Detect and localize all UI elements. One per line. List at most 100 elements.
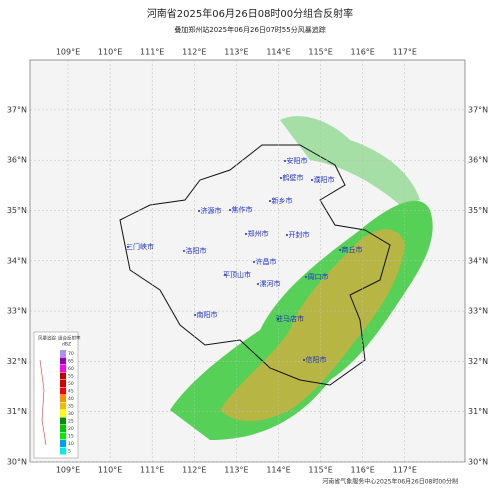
legend-swatch: [60, 447, 66, 455]
legend-label: 25: [68, 419, 74, 425]
legend-label: 70: [68, 351, 74, 357]
city-dot: [339, 249, 341, 251]
city-dot: [198, 210, 200, 212]
legend-label: 20: [68, 426, 74, 432]
lon-label: 112°E: [182, 48, 206, 57]
lon-label: 113°E: [224, 48, 248, 57]
legend-label: 45: [68, 389, 74, 395]
legend-title: 组合反射率: [58, 335, 81, 342]
city-label: 开封市: [289, 230, 310, 239]
city-dot: [257, 283, 259, 285]
lon-label: 117°E: [393, 48, 417, 57]
city-dot: [224, 274, 226, 276]
lat-label: 32°N: [468, 357, 488, 366]
city-dot: [284, 160, 286, 162]
city-dot: [229, 209, 231, 211]
legend-swatch: [60, 410, 66, 417]
legend-swatch: [60, 350, 66, 357]
city-label: 漯河市: [260, 279, 281, 288]
title: 河南省2025年06月26日08时00分组合反射率: [147, 7, 353, 20]
city-dot: [286, 234, 288, 236]
lat-label: 30°N: [7, 458, 27, 467]
lon-label: 111°E: [140, 466, 164, 475]
legend-label: 40: [68, 396, 74, 402]
legend-label: 55: [68, 374, 74, 380]
lon-label: 112°E: [182, 466, 206, 475]
legend-swatch: [60, 417, 66, 425]
lat-label: 35°N: [468, 206, 488, 215]
province-border: [119, 144, 391, 386]
city-dot: [194, 314, 196, 316]
city-label: 鹤壁市: [283, 173, 304, 182]
legend-label: 30: [68, 411, 74, 417]
city-label: 洛阳市: [186, 246, 207, 255]
legend-storm-title: 风暴追踪: [38, 335, 56, 342]
city-label: 商丘市: [342, 245, 363, 254]
city-dot: [277, 318, 279, 320]
lon-label: 110°E: [98, 466, 122, 475]
lon-label: 116°E: [351, 48, 375, 57]
city-label: 许昌市: [256, 257, 277, 266]
legend-swatch: [60, 402, 66, 410]
lon-label: 110°E: [98, 48, 122, 57]
city-dot: [280, 177, 282, 179]
legend-swatch: [60, 432, 66, 440]
lat-label: 34°N: [7, 256, 27, 265]
city-dot: [305, 276, 307, 278]
lon-label: 109°E: [56, 466, 80, 475]
city-label: 郑州市: [248, 229, 269, 238]
lon-label: 114°E: [266, 48, 290, 57]
city-label: 平顶山市: [223, 270, 251, 279]
subtitle: 叠加郑州站2025年06月26日07时55分风暴追踪: [174, 25, 325, 34]
legend-swatch: [60, 365, 66, 372]
legend-label: 50: [68, 381, 74, 387]
legend-label: 5: [68, 449, 71, 455]
legend-swatch: [60, 425, 66, 432]
legend-swatch: [60, 372, 66, 380]
city-label: 焦作市: [232, 205, 253, 214]
lat-label: 33°N: [468, 307, 488, 316]
city-dot: [183, 250, 185, 252]
city-label: 濮阳市: [314, 175, 335, 184]
legend-swatch: [60, 357, 66, 365]
lon-label: 115°E: [308, 48, 332, 57]
lat-label: 36°N: [7, 156, 27, 165]
city-dot: [303, 359, 305, 361]
lon-label: 114°E: [266, 466, 290, 475]
lat-label: 32°N: [7, 357, 27, 366]
city-label: 济源市: [201, 206, 222, 215]
legend-swatch: [60, 395, 66, 402]
city-label: 安阳市: [287, 156, 308, 165]
lon-label: 116°E: [351, 466, 375, 475]
lat-label: 34°N: [468, 256, 488, 265]
city-label: 三门峡市: [126, 242, 154, 251]
city-label: 信阳市: [306, 355, 327, 364]
city-dot: [269, 200, 271, 202]
lat-label: 37°N: [7, 105, 27, 114]
legend-swatch: [60, 440, 66, 447]
lat-label: 35°N: [7, 206, 27, 215]
city-dot: [245, 233, 247, 235]
city-label: 驻马店市: [276, 314, 304, 323]
city-label: 新乡市: [272, 196, 293, 205]
legend-label: 65: [68, 359, 74, 365]
lon-label: 109°E: [56, 48, 80, 57]
lon-label: 115°E: [308, 466, 332, 475]
city-label: 南阳市: [197, 310, 218, 319]
legend-label: 15: [68, 434, 74, 440]
legend-label: 60: [68, 366, 74, 372]
footer: 河南省气象服务中心2025年06月26日08时00分制: [322, 478, 458, 486]
city-dot: [311, 179, 313, 181]
storm-track: [39, 359, 47, 446]
city-dot: [127, 246, 129, 248]
radar-echo: [170, 116, 433, 440]
legend-unit: dBZ: [62, 342, 71, 348]
lat-label: 31°N: [468, 407, 488, 416]
city-dot: [253, 261, 255, 263]
legend-swatch: [60, 387, 66, 395]
legend-label: 35: [68, 404, 74, 410]
lat-label: 30°N: [468, 458, 488, 467]
lat-label: 33°N: [7, 307, 27, 316]
lat-label: 31°N: [7, 407, 27, 416]
